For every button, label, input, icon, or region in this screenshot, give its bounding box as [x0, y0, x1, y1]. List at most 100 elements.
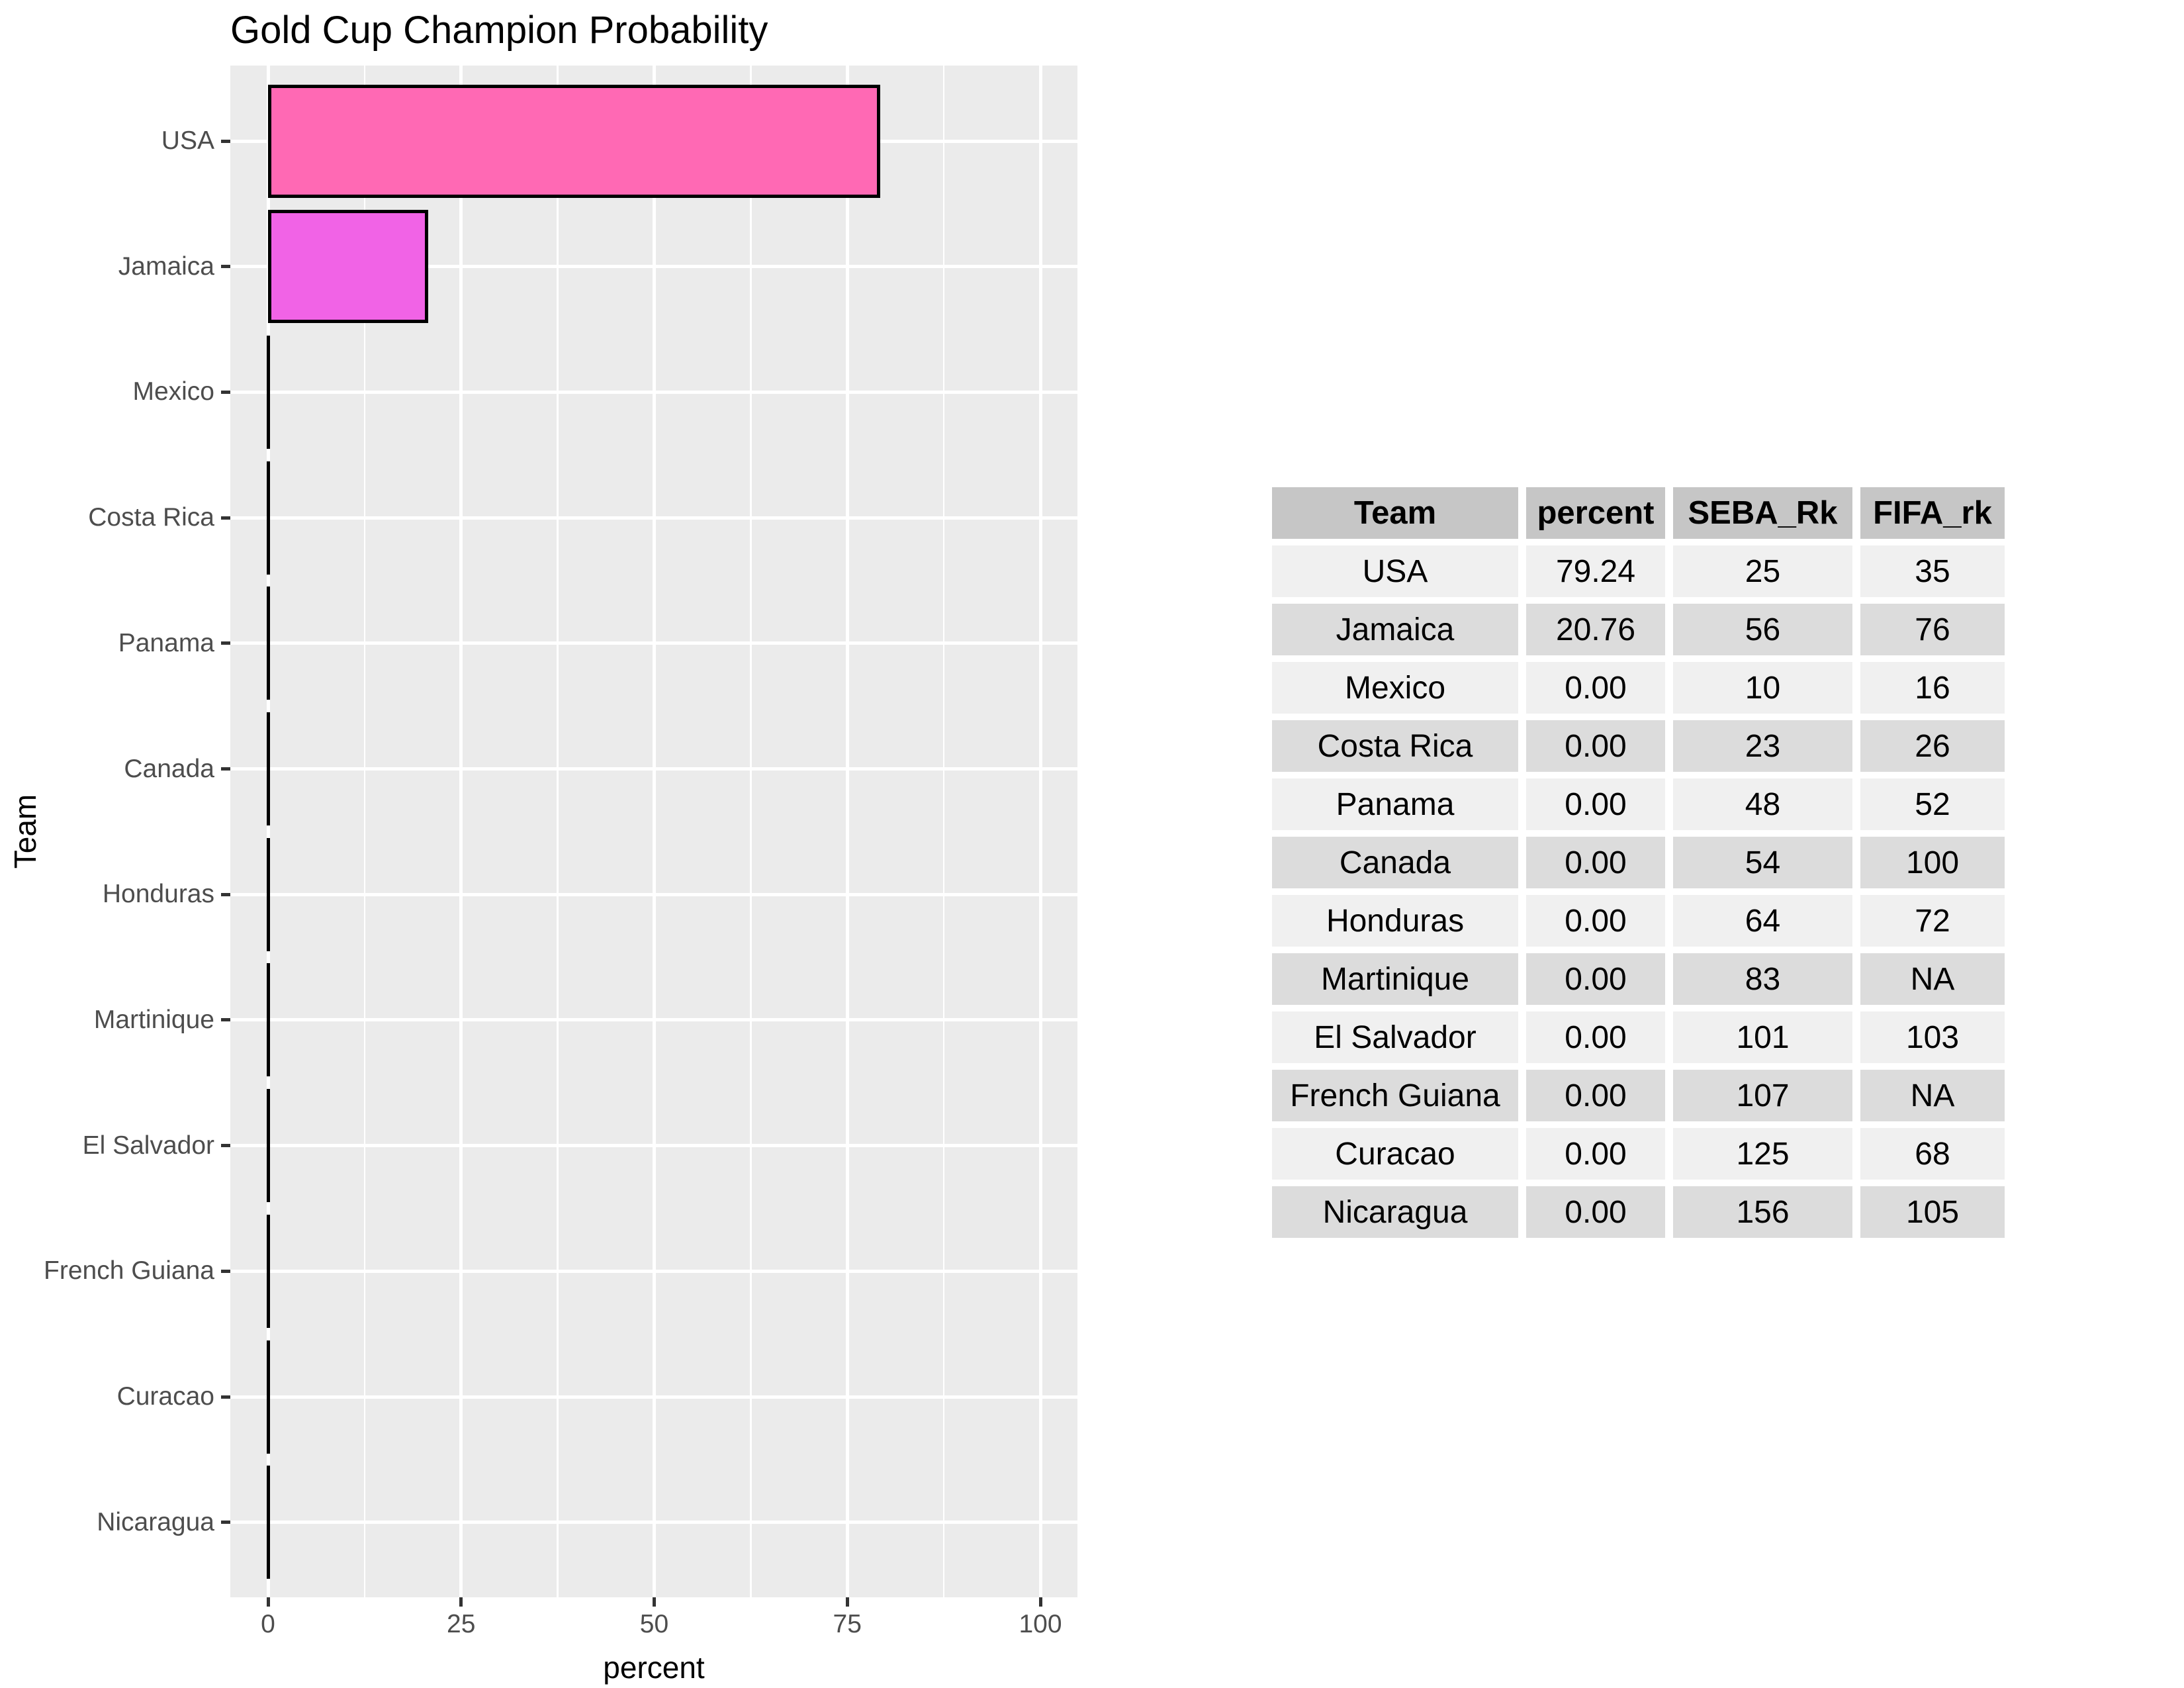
y-tick [221, 390, 230, 394]
major-v-gridline [266, 66, 270, 1597]
table-cell-costa-rica-2: 23 [1673, 720, 1852, 772]
table-cell-el-salvador-1: 0.00 [1526, 1011, 1665, 1063]
bar-curacao [266, 1340, 270, 1454]
table-cell-curacao-1: 0.00 [1526, 1128, 1665, 1180]
y-tick-label-costa-rica: Costa Rica [88, 503, 214, 532]
table-cell-french-guiana-1: 0.00 [1526, 1070, 1665, 1121]
minor-v-gridline [942, 66, 945, 1597]
table-cell-martinique-0: Martinique [1272, 953, 1518, 1005]
table-cell-jamaica-3: 76 [1860, 604, 2005, 655]
y-tick-label-curacao: Curacao [116, 1382, 214, 1411]
y-tick-label-mexico: Mexico [132, 377, 214, 406]
x-axis-title: percent [603, 1650, 705, 1685]
table-header-fifa_rk: FIFA_rk [1860, 487, 2005, 539]
table-cell-honduras-1: 0.00 [1526, 895, 1665, 947]
y-tick [221, 265, 230, 269]
table-cell-canada-1: 0.00 [1526, 837, 1665, 888]
table-cell-martinique-1: 0.00 [1526, 953, 1665, 1005]
table-cell-mexico-2: 10 [1673, 662, 1852, 714]
table-cell-french-guiana-2: 107 [1673, 1070, 1852, 1121]
table-cell-mexico-0: Mexico [1272, 662, 1518, 714]
table-cell-nicaragua-2: 156 [1673, 1186, 1852, 1238]
y-tick-label-honduras: Honduras [102, 880, 214, 909]
table-cell-mexico-1: 0.00 [1526, 662, 1665, 714]
y-tick [221, 1395, 230, 1399]
table-header-seba_rk: SEBA_Rk [1673, 487, 1852, 539]
table-cell-honduras-3: 72 [1860, 895, 2005, 947]
table-header-team: Team [1272, 487, 1518, 539]
y-tick [221, 139, 230, 143]
y-tick-label-el-salvador: El Salvador [82, 1131, 214, 1160]
x-tick [653, 1597, 656, 1607]
y-tick-label-canada: Canada [124, 754, 214, 783]
table-cell-french-guiana-3: NA [1860, 1070, 2005, 1121]
table-cell-jamaica-1: 20.76 [1526, 604, 1665, 655]
table-cell-canada-2: 54 [1673, 837, 1852, 888]
y-tick [221, 516, 230, 520]
table-cell-jamaica-2: 56 [1673, 604, 1852, 655]
table-cell-nicaragua-0: Nicaragua [1272, 1186, 1518, 1238]
bar-el-salvador [266, 1089, 270, 1203]
table-cell-martinique-3: NA [1860, 953, 2005, 1005]
table-cell-el-salvador-2: 101 [1673, 1011, 1852, 1063]
major-v-gridline [653, 66, 656, 1597]
table-cell-mexico-3: 16 [1860, 662, 2005, 714]
y-tick [221, 892, 230, 896]
table-cell-french-guiana-0: French Guiana [1272, 1070, 1518, 1121]
major-v-gridline [1038, 66, 1042, 1597]
x-tick-label: 50 [639, 1610, 669, 1638]
bar-mexico [266, 335, 270, 449]
y-tick [221, 767, 230, 771]
table-cell-panama-1: 0.00 [1526, 778, 1665, 830]
x-tick-label: 100 [1019, 1610, 1062, 1638]
table-cell-costa-rica-1: 0.00 [1526, 720, 1665, 772]
table-cell-canada-3: 100 [1860, 837, 2005, 888]
table-cell-martinique-2: 83 [1673, 953, 1852, 1005]
y-tick [221, 1144, 230, 1148]
table-cell-curacao-3: 68 [1860, 1128, 2005, 1180]
y-tick [221, 1521, 230, 1524]
major-v-gridline [845, 66, 849, 1597]
bar-french-guiana [266, 1214, 270, 1328]
y-tick-label-jamaica: Jamaica [118, 252, 214, 281]
y-tick [221, 1269, 230, 1273]
table-cell-panama-0: Panama [1272, 778, 1518, 830]
y-tick-label-martinique: Martinique [93, 1005, 214, 1034]
y-axis-title: Team [8, 794, 42, 869]
y-tick [221, 1018, 230, 1022]
table-cell-curacao-2: 125 [1673, 1128, 1852, 1180]
chart-title: Gold Cup Champion Probability [230, 9, 768, 52]
bar-panama [266, 586, 270, 700]
y-tick-label-panama: Panama [118, 628, 214, 657]
table-cell-nicaragua-3: 105 [1860, 1186, 2005, 1238]
major-v-gridline [459, 66, 463, 1597]
bar-canada [266, 712, 270, 825]
table-header-percent: percent [1526, 487, 1665, 539]
minor-v-gridline [363, 66, 366, 1597]
y-tick-label-usa: USA [161, 126, 214, 155]
y-tick-label-french-guiana: French Guiana [44, 1256, 214, 1286]
x-tick [266, 1597, 270, 1607]
table-cell-nicaragua-1: 0.00 [1526, 1186, 1665, 1238]
table-cell-el-salvador-0: El Salvador [1272, 1011, 1518, 1063]
bar-jamaica [268, 210, 429, 324]
x-tick-label: 0 [261, 1610, 275, 1638]
table-cell-usa-0: USA [1272, 545, 1518, 597]
table-cell-honduras-0: Honduras [1272, 895, 1518, 947]
table-cell-curacao-0: Curacao [1272, 1128, 1518, 1180]
gold-cup-probability-chart: Gold Cup Champion Probability Team perce… [8, 9, 1077, 1685]
table-cell-usa-3: 35 [1860, 545, 2005, 597]
y-tick-label-nicaragua: Nicaragua [97, 1507, 214, 1536]
minor-v-gridline [557, 66, 559, 1597]
table-cell-canada-0: Canada [1272, 837, 1518, 888]
x-tick-label: 75 [833, 1610, 862, 1638]
table-cell-honduras-2: 64 [1673, 895, 1852, 947]
plot-panel [230, 66, 1077, 1597]
x-tick [845, 1597, 849, 1607]
table-cell-usa-2: 25 [1673, 545, 1852, 597]
y-tick [221, 641, 230, 645]
table-cell-usa-1: 79.24 [1526, 545, 1665, 597]
table-cell-jamaica-0: Jamaica [1272, 604, 1518, 655]
table-cell-panama-3: 52 [1860, 778, 2005, 830]
table-cell-costa-rica-0: Costa Rica [1272, 720, 1518, 772]
